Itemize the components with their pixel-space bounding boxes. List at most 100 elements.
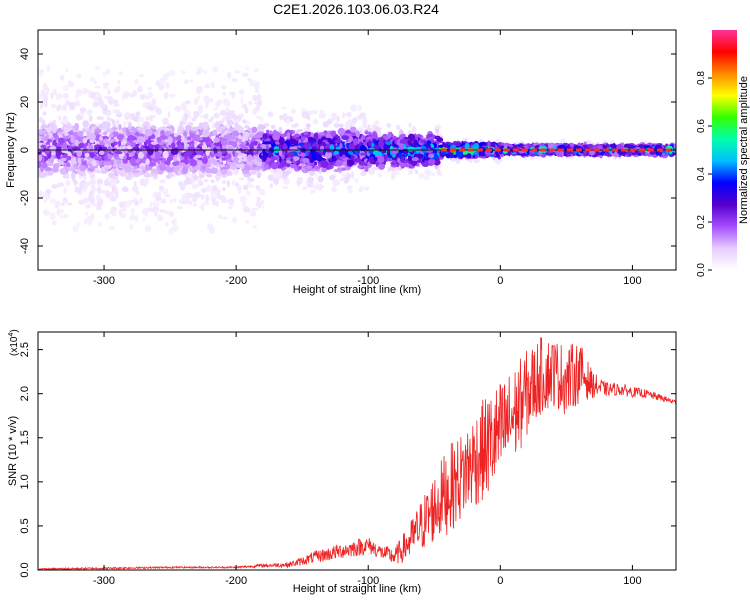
spectrogram-cell [297,165,303,170]
spectrogram-cell [354,177,359,183]
spectrogram-cell [193,203,197,207]
spectrogram-cell [103,161,111,166]
spectrogram-cell [251,207,259,211]
spectrogram-cell [152,199,160,208]
spectrogram-cell [192,175,199,179]
spectrogram-cell [294,123,299,127]
spectrogram-cell [145,128,153,137]
spectrogram-cell [141,207,149,215]
spectrogram-cell [119,140,128,145]
spectrogram-cell [164,222,169,227]
spectrogram-cell [226,71,232,80]
spectrogram-cell [364,165,369,172]
spectrogram-cell [249,210,257,217]
spectrogram-cell [164,72,170,78]
spectrogram-cell [227,199,234,204]
spectrogram-cell [454,141,461,147]
spectrogram-cell [289,146,298,152]
spectrogram-cell [199,181,204,187]
spectrogram-cell [290,108,296,115]
spectrogram-cell [317,175,324,183]
spectrogram-cell [315,153,322,162]
spectrogram-cell [282,185,289,189]
spectrogram-cell [331,186,337,193]
spectrogram-cell [398,152,403,159]
spectrogram-cell [143,125,148,131]
spectrogram-cell [105,109,112,117]
spectrogram-cell [45,134,50,139]
spectrogram-cell [275,170,283,178]
spectrogram-cell [114,131,119,137]
spectrogram-cell [325,120,332,125]
spectrogram-cell [148,161,157,167]
spectrogram-cell [134,200,140,206]
spectrogram-cell [102,82,110,87]
spectrogram-cell [200,193,205,200]
spectrogram-cell [105,176,111,180]
spectrogram-cell [78,142,85,149]
spectrogram-cell [426,140,432,146]
spectrogram-cell [210,168,214,174]
spectrogram-cell [242,119,247,124]
spectrogram-cell [105,68,111,75]
spectrogram-cell [126,156,131,161]
spectrogram-cell [196,125,204,130]
spectrogram-cell [423,174,430,181]
spectrogram-cell [176,205,183,210]
spectrogram-cell [189,159,197,167]
spectrogram-cell [66,202,73,206]
spectrogram-cell [145,158,150,165]
spectrogram-cell [234,122,239,130]
spectrogram-cell [221,157,226,161]
spectrogram-cell [246,77,252,82]
spectrogram-cell [88,196,94,202]
spectrogram-cell [306,165,312,169]
spectrogram-cell [222,91,226,96]
spectrogram-cell [213,137,220,143]
spectrogram-cell [435,124,442,129]
spectrogram-cell [74,139,79,147]
spectrogram-cell [160,129,165,136]
spectrogram-cell [418,172,424,179]
spectrogram-cell [203,178,208,183]
spectrogram-cell [246,159,254,166]
spectrogram-cell [99,135,103,141]
spectrogram-cell [256,196,261,203]
spectrogram-cell [46,146,50,155]
spectrogram-cell [62,197,68,204]
spectrogram-cell [213,153,222,157]
spectrogram-cell [159,185,164,191]
spectrogram-cell [84,217,88,226]
chart-title: C2E1.2026.103.06.03.R24 [273,1,439,17]
spectrogram-cell [90,213,95,222]
spectrogram-cell [310,189,316,194]
spectrogram-cell [137,117,145,123]
spectrogram-cell [438,144,444,148]
spectrogram-cell [108,225,116,230]
spectrogram-cell [263,123,270,127]
spectrogram-cell [246,154,253,162]
spectrogram-cell [415,147,420,154]
spectrogram-cell [210,115,214,122]
spectrogram-cell [223,98,227,104]
spectrogram-cell [170,220,175,225]
spectrogram-cell [429,172,436,177]
spectrogram-cell [367,127,373,132]
spectrogram-cell [200,115,208,119]
spectrogram-cell [495,138,501,143]
spectrogram-cell [66,122,72,127]
spectrogram-cell [159,77,166,85]
spectrogram-cell [175,134,183,143]
spectrogram-cell [219,195,226,201]
spectrogram-cell [371,131,378,139]
spectrogram-cell [211,184,218,192]
spectrogram-cell [124,200,132,208]
spectrogram-cell [270,124,276,129]
spectrogram-cell [154,151,162,159]
spectrogram-cell [38,173,46,179]
spectrogram-cell [132,170,140,174]
spectrogram-cell [420,139,425,144]
spectrogram-cell [117,79,121,85]
spectrogram-cell [191,117,197,122]
